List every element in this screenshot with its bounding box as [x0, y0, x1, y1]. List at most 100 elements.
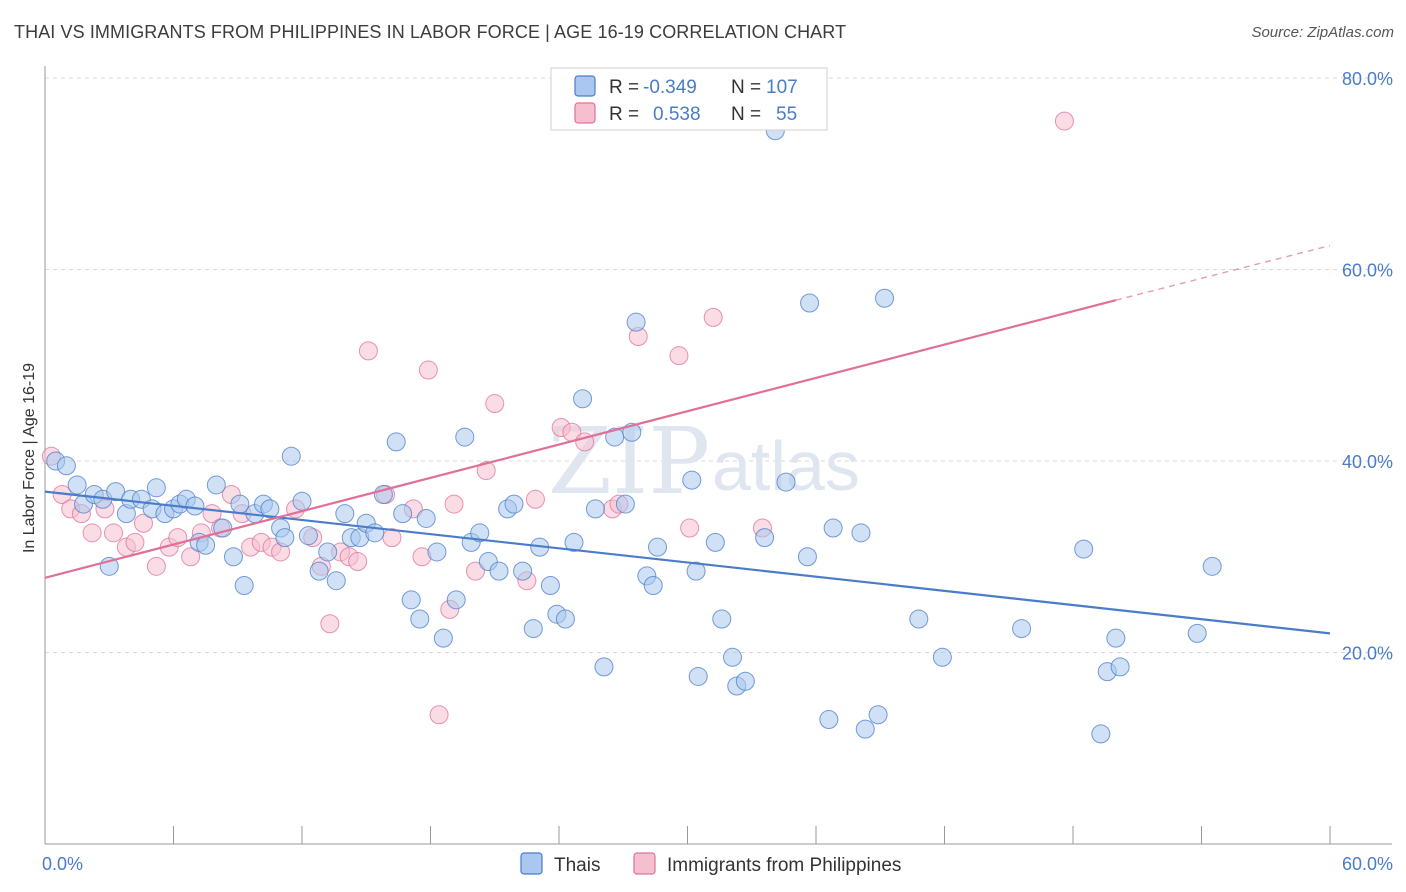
- point-thais: [705, 532, 725, 552]
- point-thais: [401, 590, 421, 610]
- legend-r-value-2: 0.538: [653, 104, 701, 125]
- point-thais: [298, 526, 318, 546]
- point-thais: [410, 609, 430, 629]
- point-philippines: [181, 547, 201, 567]
- point-thais: [292, 491, 312, 511]
- legend-bottom-swatch-thais: [520, 852, 543, 875]
- point-thais: [1012, 619, 1032, 639]
- point-thais: [722, 647, 742, 667]
- trendline-philippines: [44, 299, 1117, 579]
- point-thais: [196, 535, 216, 555]
- point-thais: [868, 705, 888, 725]
- watermark-atlas: atlas: [712, 427, 860, 505]
- point-philippines: [429, 705, 449, 725]
- point-thais: [523, 619, 543, 639]
- point-thais: [682, 470, 702, 490]
- point-philippines: [1054, 111, 1074, 131]
- point-thais: [555, 609, 575, 629]
- point-thais: [504, 494, 524, 514]
- point-philippines: [125, 532, 145, 552]
- point-thais: [932, 647, 952, 667]
- legend-r-label-2: R =: [609, 104, 639, 125]
- point-thais: [648, 537, 668, 557]
- point-thais: [594, 657, 614, 677]
- point-philippines: [104, 523, 124, 543]
- point-thais: [185, 496, 205, 516]
- point-thais: [776, 472, 796, 492]
- point-philippines: [525, 489, 545, 509]
- point-thais: [326, 571, 346, 591]
- y-tick-label: 20.0%: [1342, 644, 1393, 664]
- point-thais: [1110, 657, 1130, 677]
- point-thais: [446, 590, 466, 610]
- point-thais: [1202, 556, 1222, 576]
- point-thais: [513, 561, 533, 581]
- point-thais: [686, 561, 706, 581]
- x-tick-label-max: 60.0%: [1342, 854, 1393, 874]
- point-thais: [433, 628, 453, 648]
- point-philippines: [669, 346, 689, 366]
- point-thais: [1106, 628, 1126, 648]
- point-thais: [800, 293, 820, 313]
- y-tick-label: 60.0%: [1342, 261, 1393, 281]
- y-tick-label: 40.0%: [1342, 452, 1393, 472]
- point-thais: [223, 547, 243, 567]
- point-philippines: [320, 614, 340, 634]
- point-philippines: [348, 552, 368, 572]
- point-thais: [540, 575, 560, 595]
- legend-swatch-philippines: [574, 102, 596, 124]
- legend-n-value-1: 107: [766, 77, 798, 98]
- point-thais: [626, 312, 646, 332]
- point-philippines: [485, 394, 505, 414]
- legend-series: Thais Immigrants from Philippines: [520, 852, 901, 876]
- source-label: Source: ZipAtlas.com: [1251, 24, 1394, 41]
- point-thais: [797, 547, 817, 567]
- trendline-philippines-extension: [1115, 244, 1331, 301]
- point-thais: [281, 446, 301, 466]
- point-philippines: [703, 307, 723, 327]
- point-thais: [819, 710, 839, 730]
- point-thais: [206, 475, 226, 495]
- points-layer: [41, 111, 1222, 744]
- legend-bottom-label-philippines: Immigrants from Philippines: [667, 855, 901, 876]
- point-philippines: [146, 556, 166, 576]
- tick-labels: 20.0% 40.0% 60.0% 80.0% 0.0% 60.0%: [42, 69, 1393, 874]
- point-thais: [393, 504, 413, 524]
- point-thais: [416, 508, 436, 528]
- point-thais: [615, 494, 635, 514]
- point-thais: [643, 575, 663, 595]
- point-thais: [875, 288, 895, 308]
- trendline-thais: [44, 490, 1331, 635]
- legend-correlation: R = -0.349 N = 107 R = 0.538 N = 55: [550, 67, 828, 131]
- point-thais: [455, 427, 475, 447]
- x-tick-label-min: 0.0%: [42, 854, 83, 874]
- point-thais: [56, 456, 76, 476]
- point-thais: [909, 609, 929, 629]
- point-thais: [146, 478, 166, 498]
- point-thais: [309, 561, 329, 581]
- point-thais: [585, 499, 605, 519]
- legend-swatch-thais: [574, 75, 596, 97]
- point-philippines: [358, 341, 378, 361]
- point-philippines: [444, 494, 464, 514]
- point-thais: [427, 542, 447, 562]
- point-thais: [275, 528, 295, 548]
- point-thais: [470, 523, 490, 543]
- point-thais: [318, 542, 338, 562]
- point-philippines: [476, 461, 496, 481]
- legend-r-label-1: R =: [609, 77, 639, 98]
- point-thais: [855, 719, 875, 739]
- point-thais: [688, 666, 708, 686]
- legend-bottom-swatch-philippines: [633, 852, 656, 875]
- point-thais: [573, 389, 593, 409]
- point-philippines: [134, 513, 154, 533]
- point-thais: [234, 575, 254, 595]
- point-thais: [489, 561, 509, 581]
- point-philippines: [465, 561, 485, 581]
- point-thais: [712, 609, 732, 629]
- legend-n-value-2: 55: [776, 104, 797, 125]
- legend-n-label-2: N =: [731, 104, 761, 125]
- legend-bottom-label-thais: Thais: [554, 855, 600, 876]
- point-thais: [106, 482, 126, 502]
- y-axis-label: In Labor Force | Age 16-19: [21, 363, 38, 553]
